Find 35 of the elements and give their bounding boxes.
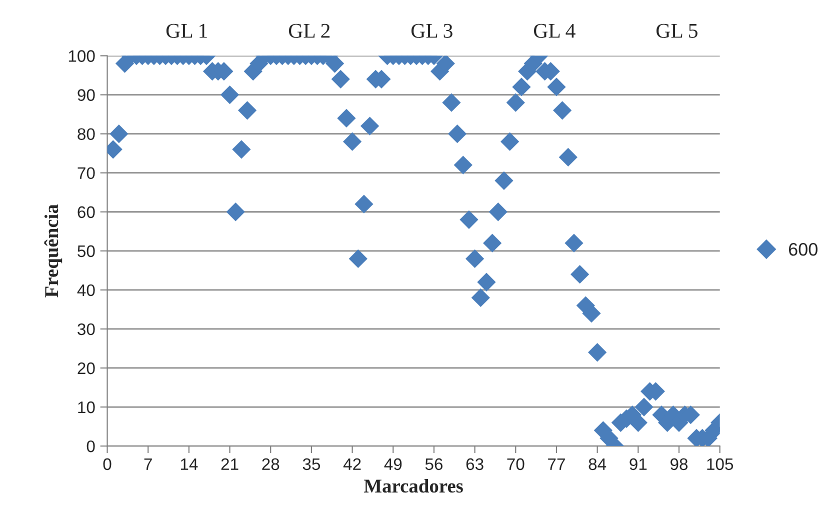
y-tick-label: 0 [86,440,95,452]
y-tick-label: 60 [78,206,95,218]
x-tick-label: 35 [302,458,320,470]
legend-label: 600 [788,242,818,256]
y-axis-title: Frequência [44,204,62,298]
x-tick-label: 56 [425,458,443,470]
y-tick-label: 100 [68,50,95,62]
y-tick-label: 80 [78,128,95,140]
x-tick-label: 98 [670,458,688,470]
x-tick-label: 7 [144,458,152,470]
x-tick-label: 91 [630,458,647,470]
y-tick-label: 90 [78,89,95,101]
x-tick-label: 0 [103,458,112,470]
x-axis-title: Marcadores [364,478,463,493]
y-tick-label: 10 [78,401,95,414]
y-tick-label: 40 [77,284,95,296]
text: GL 2 [288,24,330,38]
x-tick-label: 63 [466,458,484,470]
text: GL 5 [656,24,698,38]
y-tick-label: 70 [78,167,95,180]
x-tick-label: 42 [343,458,361,470]
x-tick-label: 84 [588,458,606,470]
x-tick-label: 70 [507,458,524,470]
x-tick-label: 77 [548,458,565,470]
x-tick-label: 14 [180,458,198,470]
y-tick-label: 30 [78,323,95,336]
x-tick-label: 105 [707,458,734,470]
text: GL 3 [411,24,452,38]
text: GL 1 [166,24,207,38]
y-tick-label: 50 [78,245,95,258]
y-tick-label: 20 [78,362,95,374]
x-tick-label: 21 [221,458,238,470]
x-tick-label: 49 [384,458,402,470]
x-tick-label: 28 [262,458,280,470]
text: GL 4 [534,24,576,38]
